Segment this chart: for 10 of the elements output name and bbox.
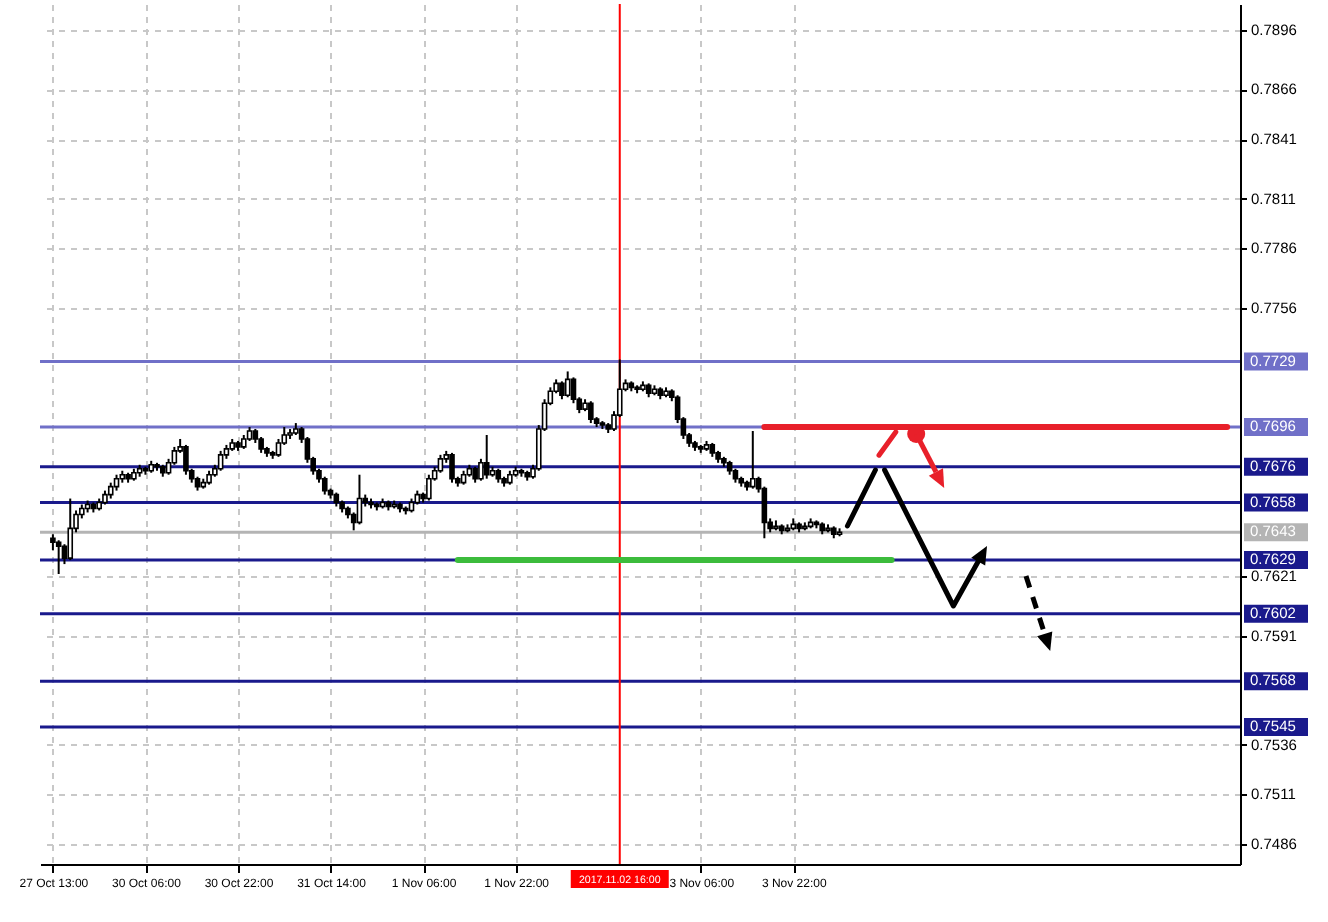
candlestick <box>67 497 74 562</box>
candlestick <box>449 451 455 484</box>
candlestick <box>749 430 756 490</box>
candlestick <box>761 485 768 540</box>
candlestick <box>217 449 224 472</box>
candlestick <box>55 539 62 576</box>
candlestick <box>183 443 189 476</box>
candlestick <box>483 433 490 480</box>
candlestick <box>588 400 594 425</box>
candlestick <box>426 473 432 502</box>
